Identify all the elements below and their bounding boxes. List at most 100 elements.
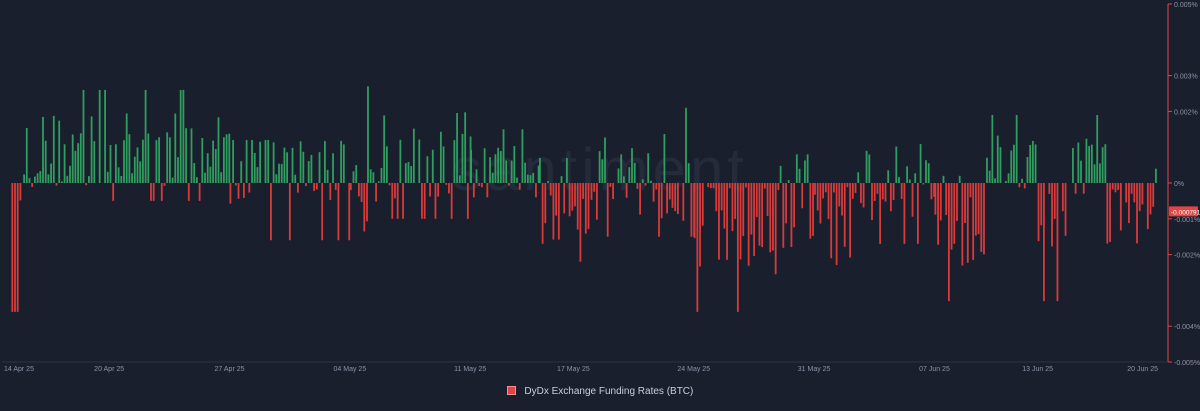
funding-rate-bar[interactable] [225, 134, 228, 183]
funding-rate-bar[interactable] [36, 173, 39, 183]
funding-rate-bar[interactable] [769, 183, 772, 253]
funding-rate-bar[interactable] [58, 120, 61, 183]
funding-rate-bar[interactable] [332, 153, 334, 183]
funding-rate-bar[interactable] [342, 144, 345, 183]
funding-rate-bar[interactable] [793, 183, 796, 228]
funding-rate-bar[interactable] [171, 177, 174, 183]
funding-rate-bar[interactable] [631, 148, 633, 183]
funding-rate-bar[interactable] [857, 172, 860, 183]
funding-rate-bar[interactable] [908, 179, 911, 183]
funding-rate-bar[interactable] [750, 183, 753, 235]
funding-rate-bar[interactable] [1013, 144, 1015, 183]
funding-rate-bar[interactable] [431, 149, 434, 183]
funding-rate-bar[interactable] [494, 154, 497, 183]
funding-rate-bar[interactable] [1099, 163, 1101, 183]
funding-rate-bar[interactable] [574, 183, 576, 207]
funding-rate-bar[interactable] [363, 183, 366, 232]
funding-rate-bar[interactable] [237, 183, 240, 199]
funding-rate-bar[interactable] [55, 183, 58, 186]
funding-rate-bar[interactable] [587, 183, 590, 230]
funding-rate-bar[interactable] [63, 144, 66, 183]
funding-rate-bar[interactable] [1040, 183, 1043, 226]
funding-rate-bar[interactable] [437, 183, 440, 197]
funding-rate-bar[interactable] [833, 183, 835, 193]
funding-rate-bar[interactable] [109, 144, 112, 183]
funding-rate-bar[interactable] [900, 183, 903, 199]
funding-rate-bar[interactable] [576, 183, 579, 230]
funding-rate-bar[interactable] [518, 183, 521, 190]
funding-rate-bar[interactable] [701, 183, 704, 226]
funding-rate-bar[interactable] [283, 147, 286, 183]
funding-rate-bar[interactable] [14, 183, 16, 312]
funding-rate-bar[interactable] [131, 173, 133, 183]
funding-rate-bar[interactable] [1146, 183, 1149, 230]
funding-rate-bar[interactable] [315, 183, 318, 190]
funding-rate-bar[interactable] [925, 160, 927, 183]
funding-rate-bar[interactable] [329, 183, 332, 200]
funding-rate-bar[interactable] [139, 161, 142, 183]
funding-rate-bar[interactable] [731, 183, 734, 232]
funding-rate-bar[interactable] [1101, 147, 1104, 183]
funding-rate-bar[interactable] [383, 115, 386, 183]
funding-rate-bar[interactable] [385, 146, 388, 183]
funding-rate-bar[interactable] [369, 169, 372, 183]
funding-rate-bar[interactable] [524, 162, 527, 183]
funding-rate-bar[interactable] [772, 183, 774, 251]
funding-rate-bar[interactable] [814, 183, 816, 195]
funding-rate-bar[interactable] [1133, 183, 1136, 203]
funding-rate-bar[interactable] [892, 183, 895, 200]
funding-rate-bar[interactable] [251, 140, 253, 183]
funding-rate-bar[interactable] [407, 162, 410, 183]
funding-rate-bar[interactable] [1114, 183, 1117, 193]
funding-rate-bar[interactable] [82, 89, 85, 183]
funding-rate-bar[interactable] [582, 183, 585, 199]
funding-rate-bar[interactable] [212, 140, 214, 183]
funding-rate-bar[interactable] [1125, 183, 1128, 203]
funding-rate-bar[interactable] [117, 167, 120, 183]
funding-rate-bar[interactable] [612, 183, 614, 200]
funding-rate-bar[interactable] [652, 183, 655, 202]
funding-rate-bar[interactable] [90, 116, 93, 183]
funding-rate-bar[interactable] [1138, 183, 1141, 212]
funding-rate-bar[interactable] [1029, 144, 1032, 183]
funding-rate-bar[interactable] [712, 183, 715, 189]
funding-rate-bar[interactable] [372, 172, 375, 183]
funding-rate-bar[interactable] [1074, 183, 1077, 194]
funding-rate-bar[interactable] [571, 183, 574, 211]
funding-rate-bar[interactable] [1152, 183, 1155, 207]
funding-rate-bar[interactable] [264, 140, 267, 183]
funding-rate-bar[interactable] [734, 183, 737, 219]
funding-rate-bar[interactable] [502, 129, 505, 183]
funding-rate-bar[interactable] [42, 116, 44, 183]
funding-rate-bar[interactable] [625, 183, 628, 198]
funding-rate-bar[interactable] [1128, 183, 1130, 224]
funding-rate-bar[interactable] [123, 140, 125, 183]
funding-rate-bar[interactable] [1109, 183, 1111, 242]
funding-rate-bar[interactable] [1090, 144, 1093, 183]
funding-rate-bar[interactable] [547, 181, 549, 183]
funding-rate-bar[interactable] [505, 160, 508, 183]
funding-rate-bar[interactable] [439, 131, 442, 183]
funding-rate-bar[interactable] [566, 157, 568, 183]
funding-rate-bar[interactable] [19, 183, 22, 201]
funding-rate-bar[interactable] [876, 183, 879, 194]
funding-rate-bar[interactable] [862, 183, 865, 208]
funding-rate-bar[interactable] [125, 113, 128, 183]
funding-rate-bar[interactable] [529, 175, 532, 183]
funding-rate-bar[interactable] [609, 183, 612, 187]
funding-rate-bar[interactable] [787, 180, 790, 183]
funding-rate-bar[interactable] [843, 183, 846, 247]
funding-rate-bar[interactable] [1037, 183, 1040, 242]
funding-rate-bar[interactable] [475, 169, 478, 183]
funding-rate-bar[interactable] [179, 89, 182, 183]
funding-rate-bar[interactable] [410, 166, 413, 183]
funding-rate-bar[interactable] [879, 183, 881, 244]
funding-rate-bar[interactable] [434, 183, 437, 219]
funding-rate-bar[interactable] [174, 113, 177, 183]
funding-rate-bar[interactable] [846, 183, 849, 188]
funding-rate-bar[interactable] [182, 89, 185, 183]
funding-rate-bar[interactable] [782, 183, 785, 248]
funding-rate-bar[interactable] [1051, 183, 1053, 247]
funding-rate-bar[interactable] [399, 139, 402, 183]
funding-rate-bar[interactable] [628, 167, 631, 183]
